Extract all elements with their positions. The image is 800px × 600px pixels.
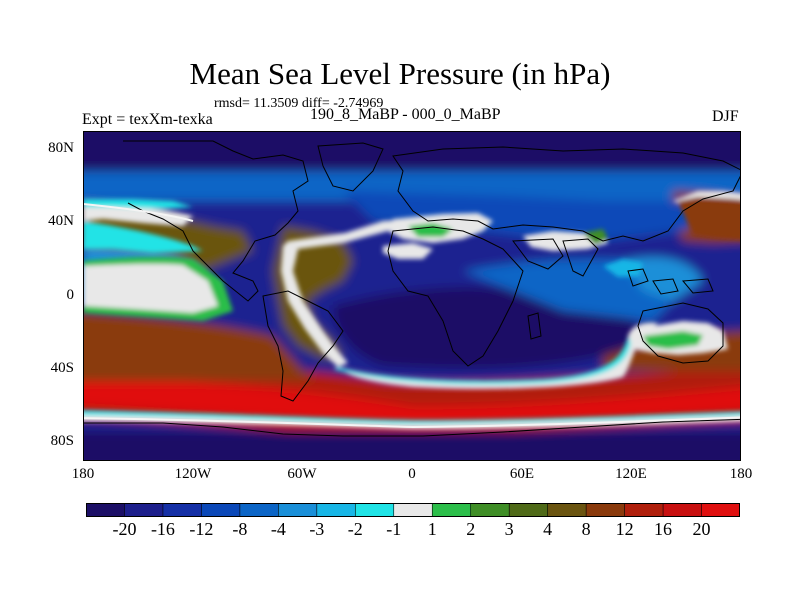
- lat-tick-label: 40N: [48, 213, 74, 229]
- colorbar-label: 2: [466, 519, 476, 539]
- colorbar-swatch: [316, 503, 357, 517]
- colorbar-swatch: [354, 503, 395, 517]
- lat-tick-label: 40S: [50, 360, 74, 376]
- colorbar-label: 1: [427, 519, 437, 539]
- colorbar-swatch: [470, 503, 510, 517]
- lat-tick-label: 80N: [48, 140, 74, 156]
- colorbar-label: -2: [347, 519, 363, 539]
- lon-tick-label: 60E: [509, 466, 535, 482]
- colorbar-label: 8: [581, 519, 591, 539]
- lat-tick-label: 0: [66, 287, 75, 303]
- colorbar-swatch: [278, 503, 318, 517]
- colorbar-label: -3: [309, 519, 325, 539]
- lat-tick-label: 80S: [50, 433, 74, 449]
- zero-contour-lines: [83, 203, 741, 429]
- colorbar-label: -20: [112, 519, 137, 539]
- pressure-difference-map: [83, 131, 741, 461]
- experiment-label: Expt = texXm-texka: [82, 111, 213, 128]
- lon-tick-label: 60W: [287, 466, 317, 482]
- colorbar-swatch: [431, 503, 472, 517]
- colorbar-label: -8: [232, 519, 248, 539]
- lon-tick-label: 0: [408, 466, 416, 482]
- colorbar-swatch: [239, 503, 280, 517]
- lon-tick-label: 120E: [615, 466, 647, 482]
- colorbar-swatch: [585, 503, 626, 517]
- colorbar-swatch: [162, 503, 203, 517]
- colorbar-swatch: [393, 503, 434, 517]
- rmsd-diff-stats: rmsd= 11.3509 diff= -2.74969: [214, 96, 384, 111]
- colorbar-label: -4: [270, 519, 286, 539]
- colorbar-swatch: [201, 503, 241, 517]
- colorbar-label: -16: [150, 519, 175, 539]
- colorbar-label: -1: [386, 519, 402, 539]
- map-title: Mean Sea Level Pressure (in hPa): [189, 56, 611, 91]
- colorbar-swatch: [86, 503, 126, 517]
- pressure-highlights: [83, 191, 741, 429]
- lon-tick-label: 180: [71, 466, 95, 482]
- season-label: DJF: [712, 108, 739, 125]
- period-comparison-label: 190_8_MaBP - 000_0_MaBP: [310, 106, 501, 123]
- colorbar-swatch: [547, 503, 587, 517]
- map-frame: [83, 131, 741, 461]
- colorbar-label: 12: [615, 519, 634, 539]
- colorbar-swatch: [508, 503, 549, 517]
- colorbar-label: 4: [543, 519, 553, 539]
- colorbar-swatch: [701, 503, 740, 517]
- colorbar: [86, 503, 740, 517]
- colorbar-label: 20: [692, 519, 711, 539]
- colorbar-label: 3: [504, 519, 514, 539]
- colorbar-swatch: [662, 503, 703, 517]
- colorbar-swatch: [624, 503, 664, 517]
- lon-tick-label: 180: [729, 466, 753, 482]
- coastline-outlines: [83, 140, 741, 437]
- colorbar-label: -12: [189, 519, 214, 539]
- colorbar-swatch: [124, 503, 164, 517]
- colorbar-label: 16: [654, 519, 673, 539]
- lon-tick-label: 120W: [174, 466, 212, 482]
